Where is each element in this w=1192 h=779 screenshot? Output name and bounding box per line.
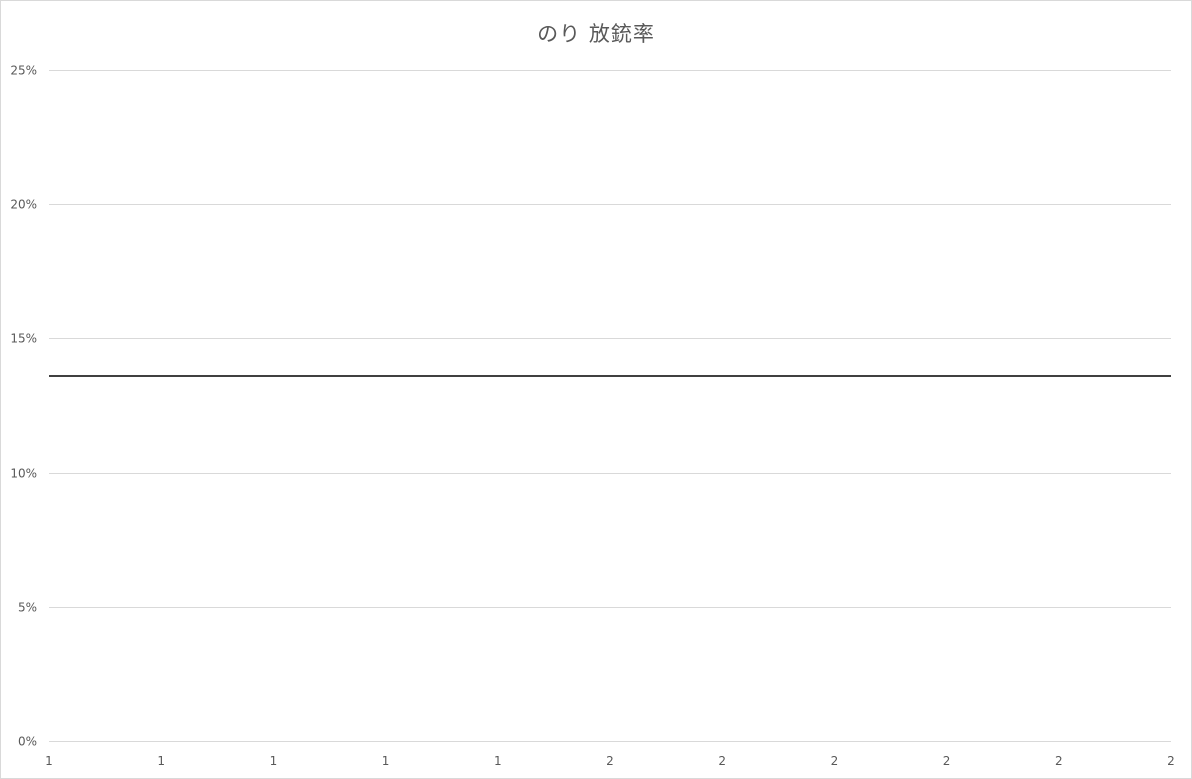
x-tick-label: 2 bbox=[943, 754, 951, 768]
y-tick-label: 5% bbox=[18, 601, 37, 615]
x-tick-label: 1 bbox=[45, 754, 53, 768]
x-tick-label: 1 bbox=[494, 754, 502, 768]
chart-title: のり 放銃率 bbox=[537, 22, 655, 46]
gridlines bbox=[49, 70, 1171, 742]
x-tick-label: 2 bbox=[1167, 754, 1175, 768]
y-tick-label: 0% bbox=[18, 735, 37, 749]
x-axis: 1 1 1 1 1 2 2 2 2 2 2 bbox=[45, 754, 1175, 768]
x-tick-label: 1 bbox=[382, 754, 390, 768]
x-tick-label: 1 bbox=[157, 754, 165, 768]
x-tick-label: 2 bbox=[606, 754, 614, 768]
x-tick-label: 1 bbox=[270, 754, 278, 768]
x-tick-label: 2 bbox=[1055, 754, 1063, 768]
y-tick-label: 20% bbox=[10, 198, 37, 212]
y-tick-label: 15% bbox=[10, 332, 37, 346]
x-tick-label: 2 bbox=[718, 754, 726, 768]
y-tick-label: 10% bbox=[10, 467, 37, 481]
y-tick-label: 25% bbox=[10, 64, 37, 78]
y-axis: 0% 5% 10% 15% 20% 25% bbox=[10, 64, 37, 749]
x-tick-label: 2 bbox=[831, 754, 839, 768]
